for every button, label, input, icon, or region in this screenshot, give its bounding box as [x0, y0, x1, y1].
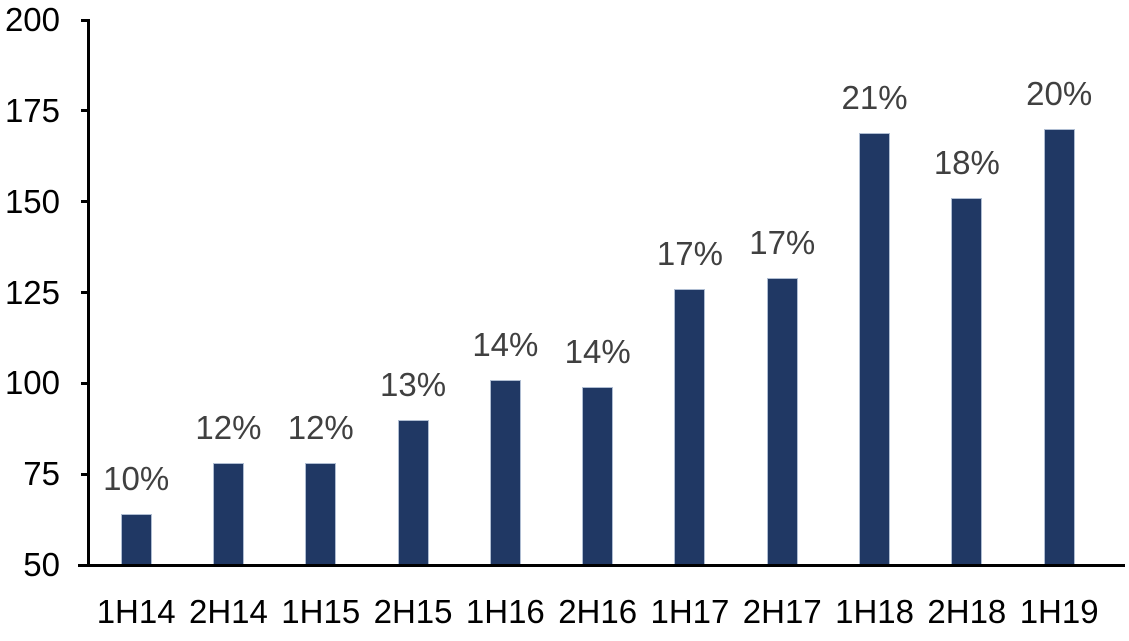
bar-data-label: 10%: [103, 460, 170, 498]
y-axis-tick: [81, 381, 90, 385]
bar: [120, 514, 152, 565]
bar: [674, 288, 706, 565]
y-axis-tick-label: 75: [23, 455, 60, 493]
bar-data-label: 14%: [472, 325, 539, 363]
y-axis-line: [87, 20, 90, 567]
bar: [1043, 129, 1075, 565]
bar-data-label: 20%: [1026, 75, 1093, 112]
bar-data-label: 12%: [195, 409, 262, 447]
y-axis-tick: [81, 291, 90, 294]
bar: [859, 132, 891, 565]
x-axis-tick-label: 2H18: [927, 593, 1007, 630]
bar: [582, 386, 614, 565]
bar: [951, 198, 983, 565]
x-axis-tick-label: 2H16: [558, 593, 638, 630]
bar-data-label: 14%: [564, 332, 631, 370]
bar: [489, 379, 521, 565]
bar-data-label: 21%: [841, 78, 908, 116]
x-axis-tick-label: 1H19: [1019, 593, 1099, 630]
y-axis-tick-label: 50: [23, 546, 60, 583]
x-axis-tick-label: 2H15: [373, 593, 453, 630]
y-axis-tick-label: 125: [4, 273, 60, 311]
y-axis-tick-label: 100: [4, 364, 60, 402]
bar: [766, 277, 798, 565]
x-axis-tick-label: 1H18: [835, 593, 914, 630]
bar-data-label: 13%: [380, 365, 447, 403]
bar-data-label: 18%: [933, 144, 1000, 182]
x-axis-tick-label: 1H17: [650, 593, 730, 630]
x-axis-tick-label: 2H14: [189, 593, 268, 630]
bar-data-label: 17%: [749, 223, 816, 261]
y-axis-tick: [81, 109, 90, 113]
y-axis-tick-label: 150: [4, 182, 60, 220]
x-axis-tick-label: 1H14: [96, 593, 176, 630]
y-axis-tick-label: 200: [4, 1, 60, 38]
x-axis-line: [78, 563, 1125, 567]
bar-data-label: 12%: [287, 409, 354, 447]
y-axis-tick: [81, 472, 90, 476]
y-axis-tick: [81, 18, 90, 22]
bar: [305, 463, 337, 565]
bar-data-label: 17%: [656, 234, 723, 272]
bar: [397, 419, 429, 565]
x-axis-tick-label: 1H15: [281, 593, 361, 630]
y-axis-tick-label: 175: [4, 91, 60, 129]
y-axis-tick: [81, 200, 90, 204]
x-axis-tick-label: 1H16: [465, 593, 545, 630]
bar: [212, 463, 244, 565]
x-axis-tick-label: 2H17: [742, 593, 822, 630]
